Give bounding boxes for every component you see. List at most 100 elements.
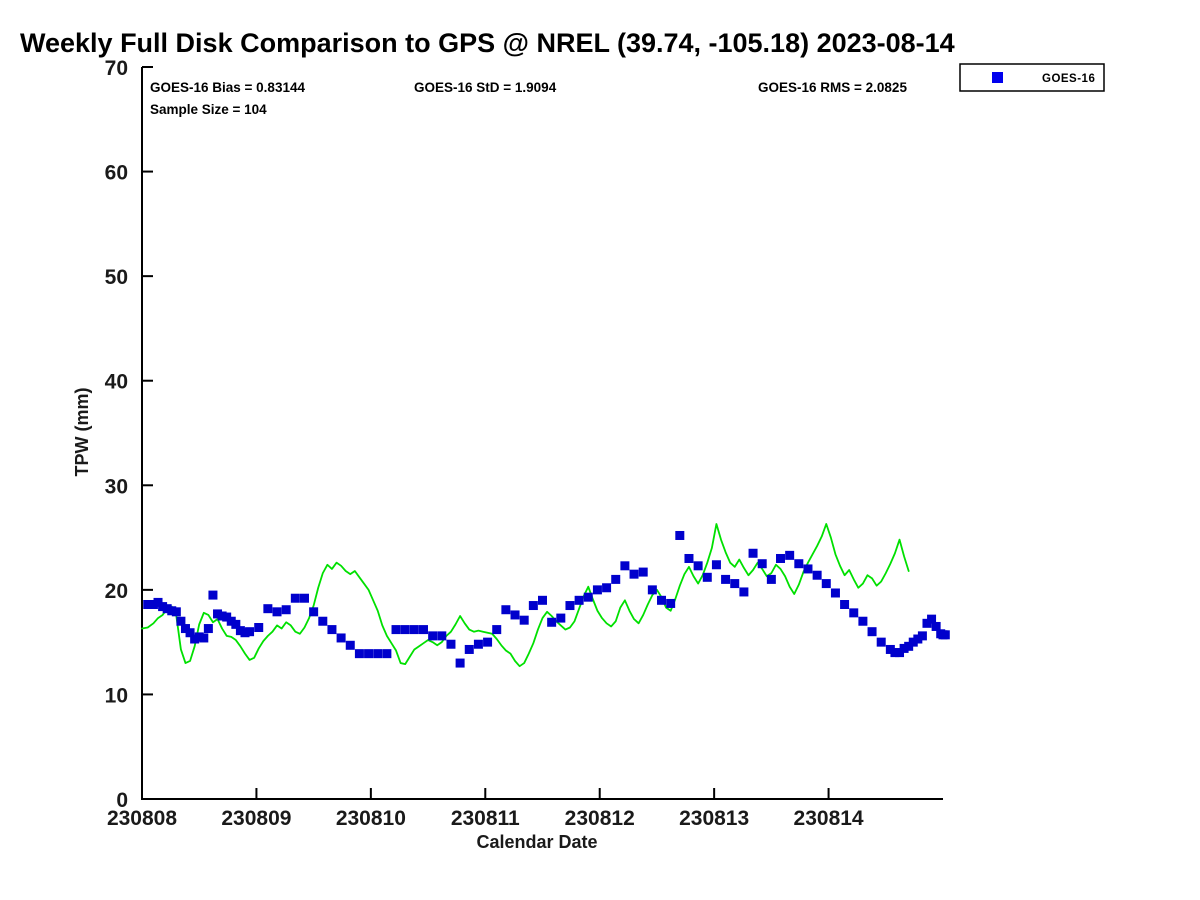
data-point — [899, 643, 909, 653]
data-point — [373, 649, 383, 659]
data-point — [730, 579, 740, 589]
data-point — [904, 641, 914, 651]
data-point — [464, 644, 474, 654]
data-point — [235, 626, 245, 636]
chart-title: Weekly Full Disk Comparison to GPS @ NRE… — [20, 28, 955, 58]
data-point — [748, 548, 758, 558]
data-point — [167, 606, 177, 616]
data-point — [437, 631, 447, 641]
data-point — [908, 637, 918, 647]
x-tick-label-230813: 230813 — [679, 807, 749, 830]
data-point — [657, 595, 667, 605]
data-point — [675, 530, 685, 540]
data-point — [840, 600, 850, 609]
data-point — [647, 585, 657, 595]
data-point — [336, 633, 346, 643]
data-point — [757, 559, 767, 569]
data-point — [254, 623, 264, 632]
data-point — [382, 649, 392, 659]
axes — [141, 66, 943, 800]
data-point — [803, 564, 813, 574]
data-point — [890, 648, 900, 658]
data-point — [281, 605, 291, 615]
data-point — [428, 631, 438, 641]
data-point — [885, 644, 895, 654]
data-point — [927, 614, 937, 624]
data-point — [721, 574, 731, 584]
y-tick-label-0: 0 — [116, 789, 128, 812]
data-point — [766, 574, 776, 584]
data-point — [194, 632, 204, 642]
y-axis-title: TPW (mm) — [72, 388, 92, 477]
data-point — [176, 616, 186, 626]
data-point — [519, 615, 529, 625]
data-point — [592, 585, 602, 595]
data-point — [418, 625, 428, 635]
stat-sample-size: Sample Size = 104 — [150, 102, 267, 117]
data-point — [830, 588, 840, 598]
legend-marker-goes16 — [992, 72, 1003, 83]
data-point — [391, 625, 401, 635]
data-point — [785, 550, 795, 560]
x-axis-title: Calendar Date — [476, 832, 597, 852]
data-point — [446, 639, 456, 649]
y-axis-tick-labels: 0 10 20 30 40 50 60 70 — [105, 57, 128, 812]
data-point — [583, 592, 593, 602]
data-point — [148, 600, 158, 609]
data-point — [327, 625, 337, 635]
data-point — [574, 595, 584, 605]
x-axis-ticks — [141, 788, 830, 799]
data-point — [263, 604, 273, 614]
data-point — [602, 583, 612, 593]
data-point — [711, 560, 721, 570]
data-point — [226, 616, 236, 626]
data-point — [876, 637, 886, 647]
data-point — [318, 616, 328, 626]
data-point — [611, 574, 621, 584]
x-tick-label-230810: 230810 — [336, 807, 406, 830]
legend-frame — [959, 63, 1105, 92]
data-point — [240, 628, 250, 638]
axis-lines — [141, 67, 943, 800]
data-point — [684, 553, 694, 563]
data-point — [849, 608, 859, 618]
data-point — [702, 572, 712, 582]
data-point — [693, 561, 703, 571]
x-tick-label-230811: 230811 — [451, 807, 520, 830]
gps-line-series — [141, 523, 910, 668]
x-tick-label-230809: 230809 — [221, 807, 291, 830]
data-point — [547, 617, 557, 627]
y-axis-ticks — [142, 66, 153, 800]
data-point — [190, 634, 200, 644]
data-point — [213, 609, 223, 619]
data-point — [895, 648, 905, 658]
y-tick-label-10: 10 — [105, 684, 128, 707]
data-point — [858, 616, 868, 626]
data-point — [510, 610, 520, 620]
x-tick-label-230812: 230812 — [565, 807, 635, 830]
data-point — [821, 579, 831, 589]
data-point — [309, 607, 319, 617]
data-point — [409, 625, 419, 635]
data-point — [208, 590, 218, 600]
data-point — [171, 607, 181, 617]
data-point — [483, 637, 493, 647]
data-point — [565, 601, 575, 611]
line-gps — [141, 523, 910, 668]
data-point — [272, 607, 282, 617]
data-point — [867, 627, 877, 637]
legend[interactable]: GOES-16 — [959, 63, 1105, 92]
data-point — [153, 597, 163, 607]
data-point — [231, 619, 241, 629]
data-point — [501, 605, 511, 615]
data-point — [528, 601, 538, 611]
data-point — [922, 618, 932, 628]
data-point — [913, 634, 923, 644]
data-point — [158, 602, 168, 612]
data-point — [245, 627, 255, 637]
data-point — [345, 640, 355, 650]
data-point — [473, 639, 483, 649]
data-point — [400, 625, 410, 635]
y-tick-label-30: 30 — [105, 475, 128, 498]
